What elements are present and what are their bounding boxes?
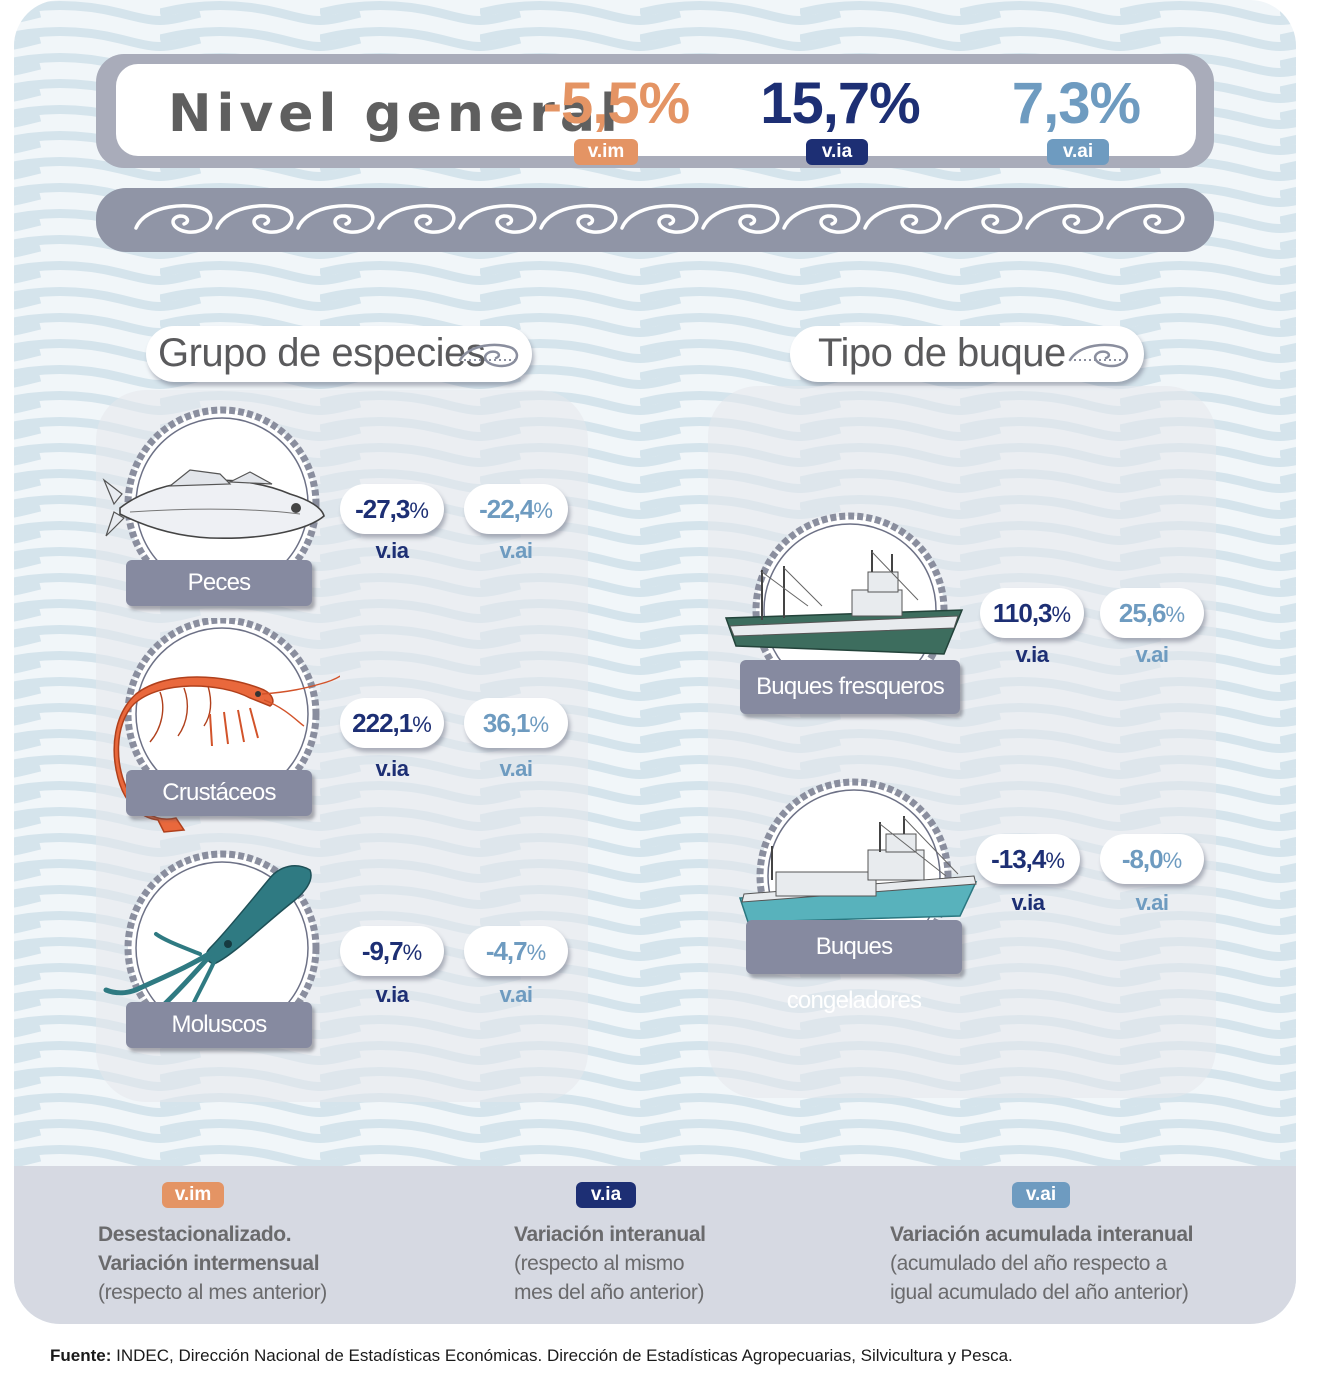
header-vim-tag: v.im	[574, 139, 638, 165]
crustaceos-via-tag: v.ia	[375, 756, 409, 781]
moluscos-via-value: -9,7	[361, 936, 404, 966]
fresqueros-via-tag: v.ia	[1015, 642, 1049, 667]
moluscos-via-tag: v.ia	[375, 982, 409, 1007]
crustaceos-vai-pct: %	[529, 712, 550, 737]
species-section-title: Grupo de especies	[158, 331, 486, 375]
crustaceos-vai-tag: v.ai	[499, 756, 533, 781]
moluscos-via-pct: %	[402, 940, 423, 965]
crustaceos-vai-pill: 36,1%	[464, 698, 568, 748]
legend-vai-line2: (acumulado del año respecto a	[890, 1252, 1167, 1275]
chain-link	[782, 204, 861, 234]
fresqueros-via-pill: 110,3%	[980, 588, 1084, 638]
moluscos-vai-pill: -4,7%	[464, 926, 568, 976]
freezer-trawler-ship-icon	[738, 778, 978, 936]
legend-via-line3: mes del año anterior)	[514, 1281, 705, 1304]
source-label: Fuente:	[50, 1346, 112, 1365]
source-text: INDEC, Dirección Nacional de Estadística…	[111, 1346, 1013, 1365]
crustaceos-via-value: 222,1	[352, 708, 413, 738]
header-vim-value: -5,5%	[542, 71, 691, 136]
crustaceos-via-pill: 222,1%	[340, 698, 444, 748]
peces-via-value: -27,3	[355, 494, 410, 524]
legend-vim-line2: Variación intermensual	[98, 1252, 320, 1275]
chain-link	[215, 204, 294, 234]
legend-via-tag: v.ia	[576, 1182, 636, 1208]
fresqueros-via-pct: %	[1051, 602, 1072, 627]
fish-icon	[102, 406, 325, 602]
species-label-moluscos: Moluscos	[126, 1002, 312, 1048]
legend-vai-line1: Variación acumulada interanual	[890, 1223, 1194, 1246]
peces-vai-value: -22,4	[479, 494, 534, 524]
moluscos-vai-pct: %	[526, 940, 547, 965]
chain-link	[1106, 204, 1185, 234]
congeladores-vai-pct: %	[1162, 848, 1183, 873]
fresqueros-vai-pill: 25,6%	[1100, 588, 1204, 638]
congeladores-vai-pill: -8,0%	[1100, 834, 1204, 884]
congeladores-via-value: -13,4	[991, 844, 1046, 874]
legend-via-line2: (respecto al mismo	[514, 1252, 685, 1275]
shrimp-icon	[113, 618, 340, 833]
peces-vai-pill: -22,4%	[464, 484, 568, 534]
chain-link	[701, 204, 780, 234]
chain-link	[863, 204, 942, 234]
header-via-tag: v.ia	[806, 139, 868, 165]
legend-vai-text: Variación acumulada interanual (acumulad…	[890, 1220, 1194, 1307]
fishhook-icon	[458, 343, 519, 368]
congeladores-vai-tag: v.ai	[1135, 890, 1169, 915]
fresqueros-vai-pct: %	[1165, 602, 1186, 627]
species-label-peces: Peces	[126, 560, 312, 606]
species-title-pill	[146, 326, 532, 382]
legend-vai-line3: igual acumulado del año anterior)	[890, 1281, 1189, 1304]
vessel-panel	[708, 386, 1216, 1098]
congeladores-via-tag: v.ia	[1011, 890, 1045, 915]
chain-link	[944, 204, 1023, 234]
legend-via-text: Variación interanual (respecto al mismo …	[514, 1220, 706, 1307]
crustaceos-vai-value: 36,1	[482, 708, 531, 738]
peces-via-tag: v.ia	[375, 538, 409, 563]
moluscos-vai-value: -4,7	[485, 936, 528, 966]
legend-via-line1: Variación interanual	[514, 1223, 706, 1246]
legend-vim-line3: (respecto al mes anterior)	[98, 1281, 327, 1304]
legend-vim-tag: v.im	[162, 1182, 224, 1208]
vessel-section-title: Tipo de buque	[818, 331, 1066, 375]
peces-via-pct: %	[409, 498, 429, 523]
squid-icon	[103, 850, 320, 1046]
fresh-trawler-ship-icon	[724, 512, 964, 670]
vessel-label-congeladores: Buques congeladores	[746, 920, 962, 1014]
chain-link	[296, 204, 375, 234]
peces-via-pill: -27,3%	[340, 484, 444, 534]
peces-vai-pct: %	[533, 498, 553, 523]
chain-link	[1025, 204, 1104, 234]
fishhook-icon	[1068, 343, 1129, 368]
page-title: Nivel general	[168, 84, 623, 144]
peces-vai-tag: v.ai	[499, 538, 533, 563]
species-label-crustaceos: Crustáceos	[126, 770, 312, 816]
legend-band	[14, 1166, 1296, 1324]
legend-vai-tag: v.ai	[1012, 1182, 1070, 1208]
moluscos-vai-tag: v.ai	[499, 982, 533, 1007]
header-card	[116, 64, 1196, 156]
chain-link	[539, 204, 618, 234]
fresqueros-via-value: 110,3	[992, 598, 1053, 628]
congeladores-via-pct: %	[1045, 848, 1065, 873]
chain-link	[620, 204, 699, 234]
congeladores-vai-value: -8,0	[1121, 844, 1164, 874]
legend-vim-line1: Desestacionalizado.	[98, 1223, 292, 1246]
fishhook-chain-icon	[134, 204, 1185, 234]
header-vai-tag: v.ai	[1047, 139, 1109, 165]
source-note: Fuente: INDEC, Dirección Nacional de Est…	[50, 1346, 1013, 1366]
header-via-value: 15,7%	[760, 71, 920, 136]
vessel-title-pill	[790, 326, 1144, 382]
legend-vim-text: Desestacionalizado. Variación intermensu…	[98, 1220, 327, 1307]
chain-link	[377, 204, 456, 234]
chain-link	[458, 204, 537, 234]
congeladores-via-pill: -13,4%	[976, 834, 1080, 884]
fresqueros-vai-value: 25,6	[1118, 598, 1167, 628]
vessel-label-fresqueros: Buques fresqueros	[740, 660, 960, 714]
crustaceos-via-pct: %	[412, 712, 432, 737]
chain-divider	[96, 188, 1214, 252]
chain-link	[134, 204, 213, 234]
moluscos-via-pill: -9,7%	[340, 926, 444, 976]
fresqueros-vai-tag: v.ai	[1135, 642, 1169, 667]
header-vai-value: 7,3%	[1011, 71, 1141, 136]
